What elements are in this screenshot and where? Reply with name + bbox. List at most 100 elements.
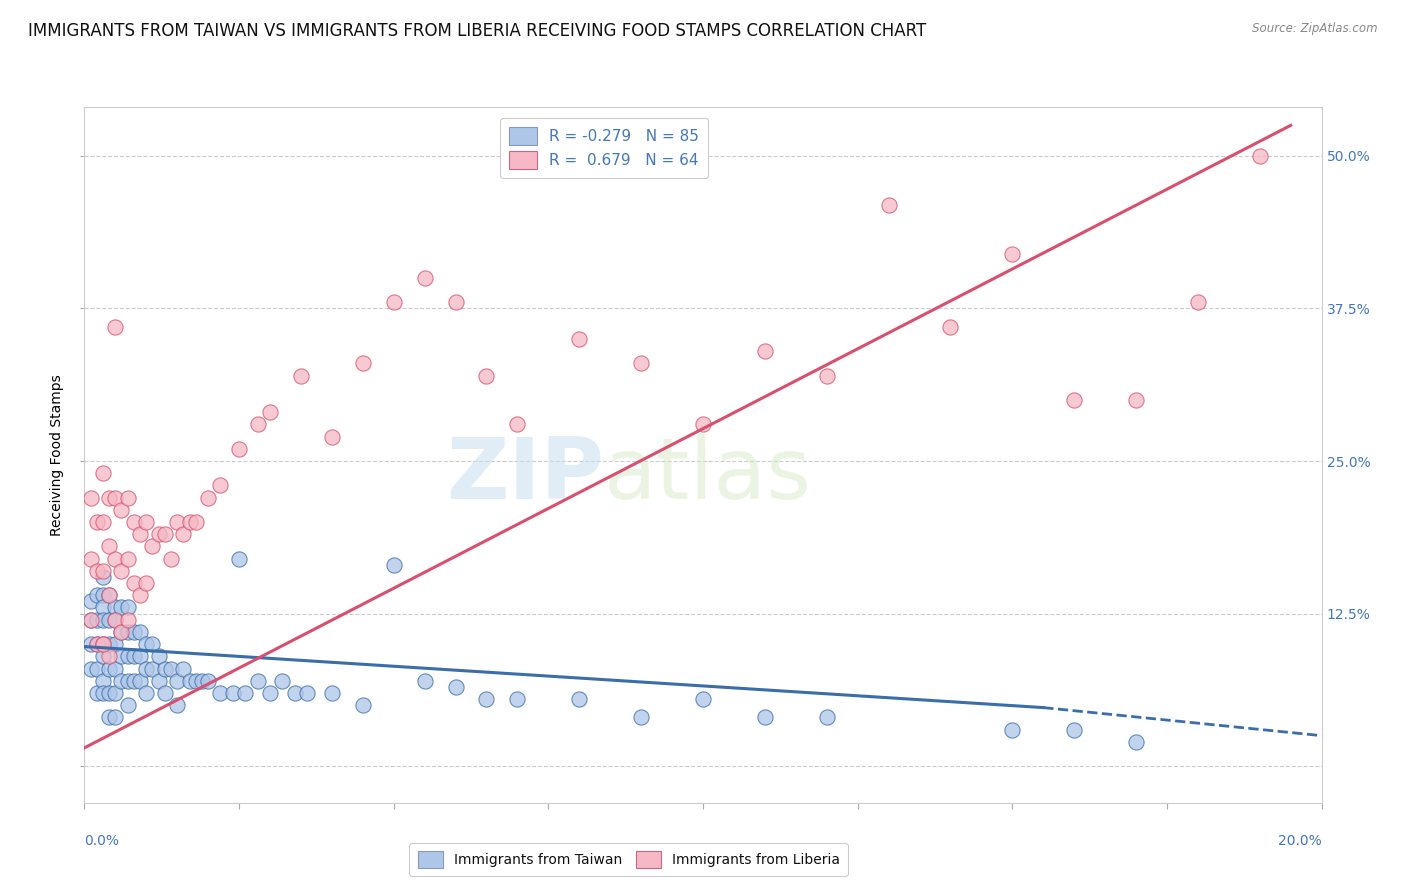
Point [129, 588, 152, 602]
Point [246, 673, 269, 688]
Point [98, 661, 121, 675]
Point [568, 332, 591, 346]
Point [117, 613, 139, 627]
Point [209, 686, 232, 700]
Point [939, 319, 962, 334]
Point [122, 649, 145, 664]
Point [1187, 295, 1209, 310]
Point [179, 673, 201, 688]
Point [129, 649, 152, 664]
Point [104, 710, 127, 724]
Point [692, 692, 714, 706]
Point [110, 564, 132, 578]
Point [86, 564, 108, 578]
Point [148, 673, 170, 688]
Point [91, 570, 114, 584]
Point [98, 588, 121, 602]
Text: 0.0%: 0.0% [84, 834, 120, 848]
Point [184, 673, 207, 688]
Point [413, 271, 436, 285]
Point [86, 661, 108, 675]
Point [290, 368, 312, 383]
Point [104, 637, 127, 651]
Point [79, 637, 101, 651]
Point [1249, 149, 1271, 163]
Point [110, 673, 132, 688]
Point [110, 624, 132, 639]
Point [148, 527, 170, 541]
Point [444, 295, 467, 310]
Point [228, 551, 250, 566]
Point [172, 661, 194, 675]
Point [259, 686, 281, 700]
Point [91, 637, 114, 651]
Point [91, 467, 114, 481]
Point [122, 515, 145, 529]
Point [153, 686, 176, 700]
Point [475, 692, 498, 706]
Point [91, 649, 114, 664]
Point [160, 661, 183, 675]
Point [91, 600, 114, 615]
Text: ZIP: ZIP [446, 434, 605, 517]
Point [117, 624, 139, 639]
Point [110, 624, 132, 639]
Point [815, 710, 838, 724]
Point [98, 637, 121, 651]
Point [153, 527, 176, 541]
Point [117, 551, 139, 566]
Point [382, 558, 405, 572]
Point [98, 649, 121, 664]
Point [877, 197, 900, 211]
Point [104, 319, 127, 334]
Point [352, 356, 374, 370]
Point [98, 613, 121, 627]
Point [104, 613, 127, 627]
Point [246, 417, 269, 432]
Point [91, 588, 114, 602]
Text: atlas: atlas [605, 434, 813, 517]
Point [271, 673, 294, 688]
Point [104, 613, 127, 627]
Text: 20.0%: 20.0% [1278, 834, 1322, 848]
Point [98, 540, 121, 554]
Point [98, 710, 121, 724]
Point [122, 624, 145, 639]
Point [815, 368, 838, 383]
Point [98, 588, 121, 602]
Point [1001, 723, 1024, 737]
Point [630, 710, 652, 724]
Point [148, 649, 170, 664]
Point [141, 661, 163, 675]
Point [506, 692, 529, 706]
Point [91, 637, 114, 651]
Point [1063, 392, 1085, 407]
Point [166, 673, 188, 688]
Point [444, 680, 467, 694]
Point [110, 600, 132, 615]
Point [352, 698, 374, 713]
Point [754, 344, 776, 359]
Point [135, 661, 157, 675]
Point [129, 624, 152, 639]
Point [233, 686, 256, 700]
Point [1063, 723, 1085, 737]
Point [166, 515, 188, 529]
Point [160, 551, 183, 566]
Point [184, 515, 207, 529]
Point [209, 478, 232, 492]
Point [228, 442, 250, 456]
Point [117, 491, 139, 505]
Point [98, 491, 121, 505]
Point [754, 710, 776, 724]
Point [91, 515, 114, 529]
Y-axis label: Receiving Food Stamps: Receiving Food Stamps [51, 374, 65, 536]
Point [222, 686, 245, 700]
Point [79, 613, 101, 627]
Point [135, 686, 157, 700]
Point [179, 515, 201, 529]
Point [692, 417, 714, 432]
Point [129, 527, 152, 541]
Point [197, 673, 219, 688]
Point [110, 503, 132, 517]
